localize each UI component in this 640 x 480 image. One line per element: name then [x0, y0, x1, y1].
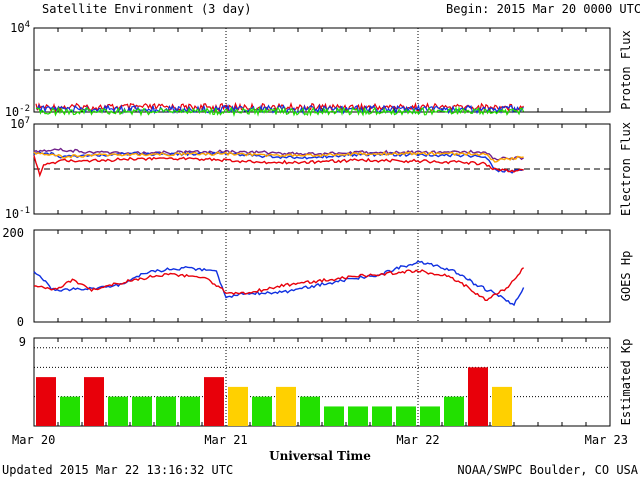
proton-ytick-top: 104: [10, 20, 30, 35]
kp-bar: [468, 367, 488, 426]
electron-ytick-top: 107: [10, 116, 30, 131]
kp-ytick-top: 9: [19, 335, 26, 349]
kp-bar: [396, 406, 416, 426]
kp-bar: [252, 396, 272, 426]
kp-bar: [60, 396, 80, 426]
x-tick-label: Mar 21: [204, 433, 247, 447]
electron-ytick-bottom: 10-1: [5, 206, 30, 221]
x-axis-label: Universal Time: [269, 449, 371, 463]
kp-bar: [156, 396, 176, 426]
x-tick-label: Mar 22: [396, 433, 439, 447]
proton-series-line: [35, 105, 525, 117]
goes_hp-series-line: [33, 260, 525, 307]
kp-bar: [444, 396, 464, 426]
kp-bar: [420, 406, 440, 426]
goes-hp-ytick-bottom: 0: [17, 315, 24, 329]
kp-bar: [276, 386, 296, 426]
begin-time-label: Begin: 2015 Mar 20 0000 UTC: [446, 2, 640, 16]
x-tick-label: Mar 23: [585, 433, 628, 447]
goes_hp-frame: [33, 229, 611, 323]
proton-ylabel: Proton Flux: [619, 30, 633, 109]
x-axis: Mar 20 Mar 21 Mar 22 Mar 23: [12, 433, 628, 447]
kp-bar: [180, 396, 200, 426]
proton-series-line: [35, 103, 524, 115]
estimated-kp-panel: Estimated Kp 9: [19, 335, 633, 427]
electron-ylabel: Electron Flux: [619, 122, 633, 216]
goes_hp-ylabel: GOES Hp: [619, 251, 633, 302]
kp-bar: [372, 406, 392, 426]
electron-series-line: [33, 151, 524, 163]
x-tick-label: Mar 20: [12, 433, 55, 447]
kp-bar: [108, 396, 128, 426]
electron-series-line: [33, 147, 524, 161]
chart-title: Satellite Environment (3 day): [42, 2, 252, 16]
kp-bar: [324, 406, 344, 426]
credit-label: NOAA/SWPC Boulder, CO USA: [457, 463, 638, 477]
goes_hp-series-line: [33, 267, 525, 301]
kp-bar: [84, 377, 104, 426]
kp-bar: [228, 386, 248, 426]
proton-ytick-bottom: 10-2: [5, 104, 30, 119]
kp-bar: [204, 377, 224, 426]
proton-frame: [33, 27, 611, 113]
proton-flux-panel: Proton Flux 104 10-2: [5, 20, 633, 119]
kp-ylabel: Estimated Kp: [619, 339, 633, 426]
kp-bar: [300, 396, 320, 426]
kp-bar: [132, 396, 152, 426]
electron-frame: [33, 123, 611, 215]
updated-timestamp: Updated 2015 Mar 22 13:16:32 UTC: [2, 463, 233, 477]
kp-bar: [348, 406, 368, 426]
goes-hp-panel: GOES Hp 200 0: [2, 226, 633, 329]
kp-bar: [492, 386, 512, 426]
electron-flux-panel: Electron Flux 107 10-1: [5, 116, 633, 221]
kp-bar: [36, 377, 56, 426]
goes-hp-ytick-top: 200: [2, 226, 24, 240]
electron-series-line: [33, 155, 524, 178]
